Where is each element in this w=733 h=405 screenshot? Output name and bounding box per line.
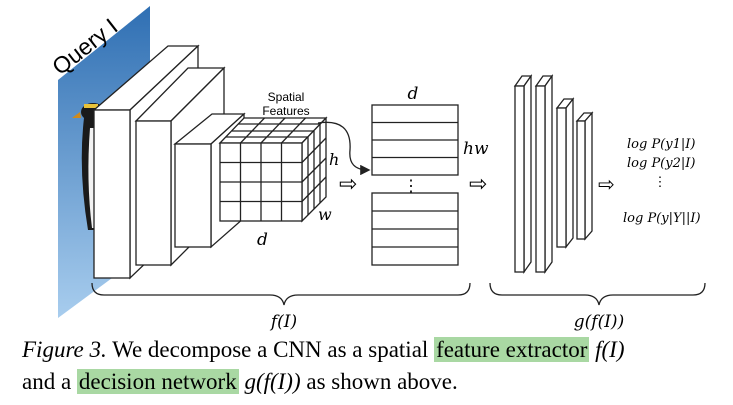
brace-f (91, 282, 471, 306)
caption-text-3: as shown above. (300, 369, 458, 394)
feature-matrix (371, 104, 459, 266)
output-1: log P(y1|I) (627, 137, 695, 152)
figure-diagram: Query I (47, 6, 706, 332)
spatial-features-label-line1: Spatial (268, 90, 305, 104)
output-list: log P(y1|I) log P(y2|I) ⋮ log P(y|Y||I) (623, 137, 701, 226)
matrix-dim-d: d (408, 84, 419, 104)
output-vdots: ⋮ (654, 175, 667, 190)
arrow-3: ⇨ (598, 174, 615, 196)
brace-g-label: g(f(I)) (574, 312, 624, 332)
cube-dim-d: d (257, 230, 268, 250)
brace-g (489, 282, 706, 306)
figure-caption: Figure 3. We decompose a CNN as a spatia… (22, 334, 727, 398)
brace-f-label: f(I) (269, 312, 297, 332)
matrix-vdots: ⋮ (403, 176, 419, 195)
cube-dim-h: h (329, 150, 339, 169)
caption-math-f: f(I) (589, 337, 625, 362)
spatial-features-label-line2: Features (262, 104, 309, 118)
arrow-2: ⇨ (469, 171, 487, 196)
cube-dim-w: w (318, 205, 332, 224)
reshape-curve-arrow (317, 121, 371, 176)
caption-math-g: g(f(I)) (238, 369, 301, 394)
output-last: log P(y|Y||I) (623, 211, 701, 226)
caption-text-2: and a (22, 369, 77, 394)
matrix-dim-hw: hw (463, 139, 489, 159)
caption-figure-label: Figure 3. (22, 337, 107, 362)
caption-highlight-feature-extractor: feature extractor (434, 337, 590, 362)
decision-network (513, 73, 594, 275)
caption-text-1: We decompose a CNN as a spatial (106, 337, 435, 362)
arrow-1: ⇨ (339, 171, 357, 196)
output-2: log P(y2|I) (627, 156, 695, 171)
caption-highlight-decision-network: decision network (76, 369, 239, 394)
spatial-feature-cube (218, 116, 328, 223)
